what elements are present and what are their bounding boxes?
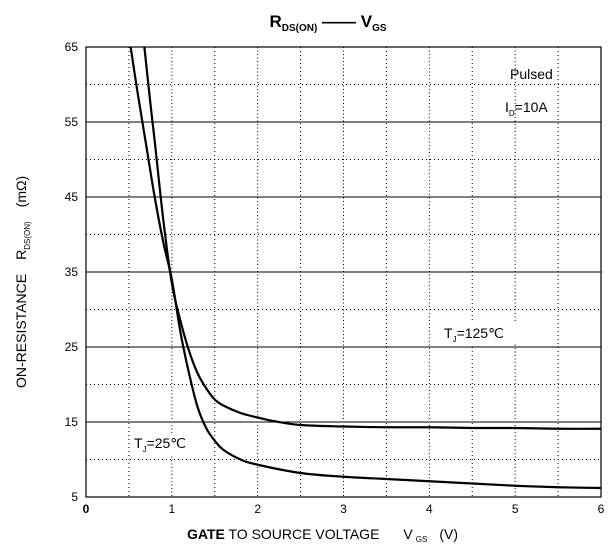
series-label-125c: TJ=125℃ [444,325,504,344]
y-tick-label: 25 [65,340,79,354]
xlabel-sym-sub: GS [416,535,428,544]
y-axis-label: ON-RESISTANCE RDS(ON) (mΩ) [13,176,32,388]
y-tick-label: 45 [65,190,79,204]
series-125-rest: =125℃ [457,325,504,341]
series-125-main: T [444,325,453,341]
xlabel-sym: V [403,526,413,542]
id-sub: D [509,109,515,118]
title-v-sub: GS [372,23,387,34]
x-tick-label: 6 [598,502,605,516]
y-tick-label: 65 [65,40,79,54]
series-25-rest: =25℃ [147,435,186,451]
x-tick-label: 2 [254,502,261,516]
x-tick-label: 3 [340,502,347,516]
x-tick-label: 4 [426,502,433,516]
series-125-sub: J [453,335,457,344]
ylabel-text: ON-RESISTANCE [13,274,29,388]
x-axis-label: GATE TO SOURCE VOLTAGE V GS (V) [187,526,458,544]
curves [129,46,602,490]
title-dash: —— [322,12,356,31]
y-tick-label: 5 [71,490,78,504]
id-annotation: ID=10A [505,99,548,118]
x-tick-label: 5 [512,502,519,516]
curve-tj-125c [143,46,602,430]
x-ticks: 0 1 2 3 4 5 6 [83,502,605,516]
series-label-25c: TJ=25℃ [134,435,186,454]
pulsed-annotation: Pulsed [510,66,553,82]
title-v: V [361,12,373,31]
label-backdrop-25 [132,433,198,455]
chart-title: RDS(ON) —— VGS [269,12,386,34]
title-r-sub: DS(ON) [282,23,318,34]
xlabel-bold: GATE [187,526,225,542]
x-tick-label: 0 [83,502,90,516]
series-25-main: T [134,435,143,451]
ylabel-unit: (mΩ) [13,176,29,207]
xlabel-rest: TO SOURCE VOLTAGE [225,526,380,542]
series-25-sub: J [143,445,147,454]
title-r: R [269,12,281,31]
y-tick-label: 35 [65,265,79,279]
curve-tj-25c [129,46,602,490]
id-main: I [505,99,509,115]
id-rest: =10A [515,99,549,115]
x-tick-label: 1 [168,502,175,516]
ylabel-sym: R [13,250,29,260]
y-tick-label: 15 [65,415,79,429]
y-ticks: 5 15 25 35 45 55 65 [65,40,79,504]
xlabel-unit: (V) [439,526,458,542]
ylabel-sym-sub: DS(ON) [23,221,32,250]
y-tick-label: 55 [65,115,79,129]
grid [86,47,601,497]
label-backdrop-125 [442,322,534,344]
